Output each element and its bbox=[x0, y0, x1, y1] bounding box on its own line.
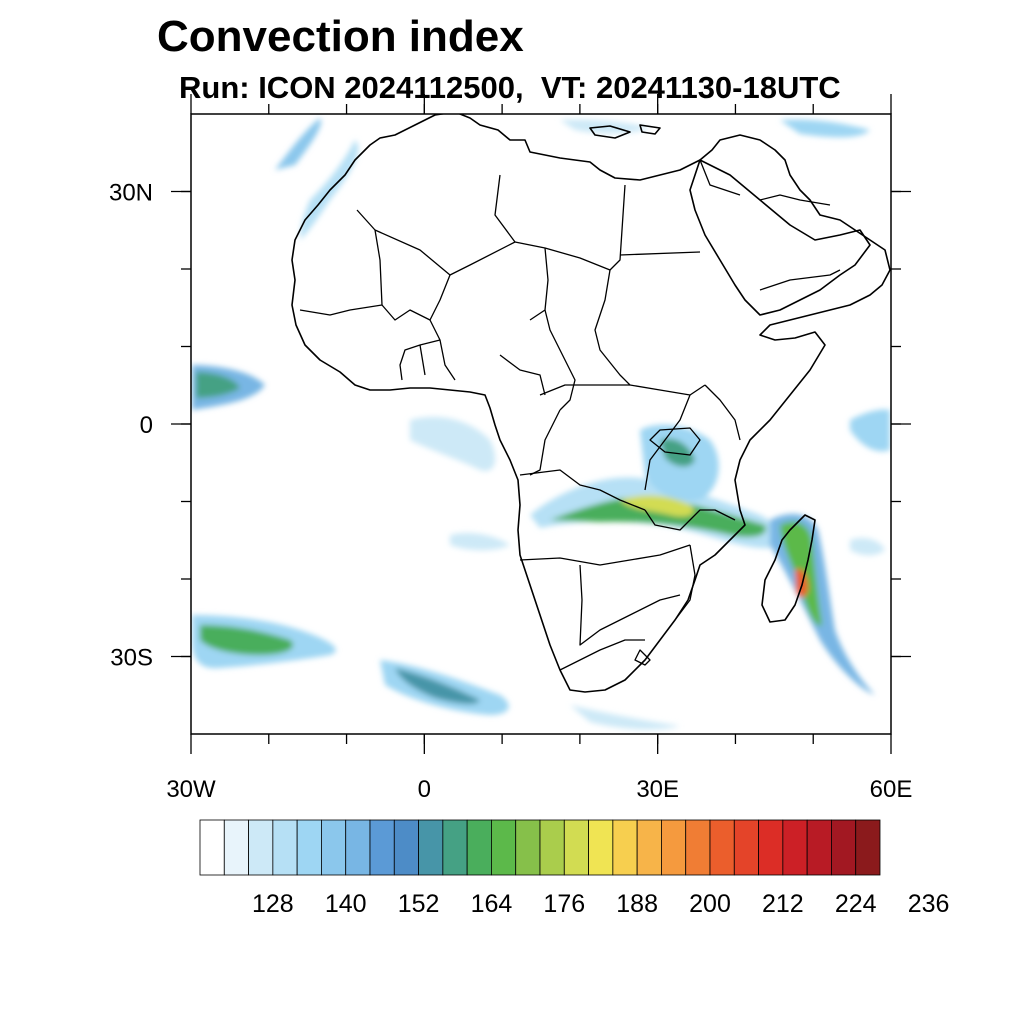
colorbar-swatch bbox=[855, 819, 881, 876]
colorbar-label: 152 bbox=[398, 890, 440, 918]
map-subtitle: Run: ICON 2024112500, VT: 20241130-18UTC bbox=[179, 70, 841, 105]
colorbar-swatch bbox=[758, 819, 784, 876]
colorbar-swatch bbox=[321, 819, 347, 876]
colorbar-swatch bbox=[563, 819, 589, 876]
colorbar-swatch bbox=[393, 819, 419, 876]
colorbar-swatch bbox=[636, 819, 662, 876]
colorbar-swatch bbox=[442, 819, 468, 876]
lat-tick-label: 30S bbox=[110, 645, 153, 672]
colorbar-swatch bbox=[248, 819, 274, 876]
colorbar-labels: 128 140 152 164 176 188 200 212 224 236 bbox=[252, 890, 949, 918]
lon-tick-label: 30W bbox=[166, 776, 216, 803]
colorbar-label: 140 bbox=[325, 890, 367, 918]
colorbar-label: 128 bbox=[252, 890, 294, 918]
lon-tick-label: 0 bbox=[418, 776, 431, 803]
lat-tick-label: 0 bbox=[140, 412, 153, 439]
colorbar-swatch bbox=[612, 819, 638, 876]
country-border-lines bbox=[299, 159, 841, 671]
colorbar-swatch bbox=[199, 819, 225, 876]
lon-tick-label: 30E bbox=[636, 776, 679, 803]
colorbar-swatch bbox=[831, 819, 857, 876]
colorbar-swatch bbox=[296, 819, 322, 876]
colorbar-swatch bbox=[418, 819, 444, 876]
colorbar-swatch bbox=[515, 819, 541, 876]
colorbar-label: 200 bbox=[689, 890, 731, 918]
colorbar-swatch bbox=[709, 819, 735, 876]
colorbar bbox=[199, 819, 881, 876]
lon-tick-label: 60E bbox=[870, 776, 913, 803]
colorbar-swatch bbox=[491, 819, 517, 876]
colorbar-swatch bbox=[685, 819, 711, 876]
map-area bbox=[192, 114, 891, 730]
colorbar-label: 176 bbox=[543, 890, 585, 918]
convection-shading bbox=[192, 118, 890, 730]
colorbar-label: 164 bbox=[471, 890, 513, 918]
colorbar-label: 188 bbox=[616, 890, 658, 918]
axis-tick-labels: 30N 0 30S 30W 0 30E 60E bbox=[109, 180, 912, 804]
colorbar-swatch bbox=[782, 819, 808, 876]
colorbar-swatch bbox=[272, 819, 298, 876]
colorbar-swatch bbox=[369, 819, 395, 876]
coastline-outline bbox=[291, 114, 891, 693]
colorbar-swatch bbox=[539, 819, 565, 876]
axis-ticks bbox=[171, 94, 911, 754]
map-title: Convection index bbox=[157, 12, 524, 61]
colorbar-swatch bbox=[345, 819, 371, 876]
colorbar-swatch bbox=[223, 819, 249, 876]
colorbar-swatch bbox=[661, 819, 687, 876]
colorbar-swatch bbox=[733, 819, 759, 876]
colorbar-swatch bbox=[466, 819, 492, 876]
colorbar-swatch bbox=[588, 819, 614, 876]
colorbar-label: 236 bbox=[908, 890, 950, 918]
colorbar-swatch bbox=[806, 819, 832, 876]
colorbar-label: 212 bbox=[762, 890, 804, 918]
lat-tick-label: 30N bbox=[109, 180, 153, 207]
colorbar-label: 224 bbox=[835, 890, 877, 918]
